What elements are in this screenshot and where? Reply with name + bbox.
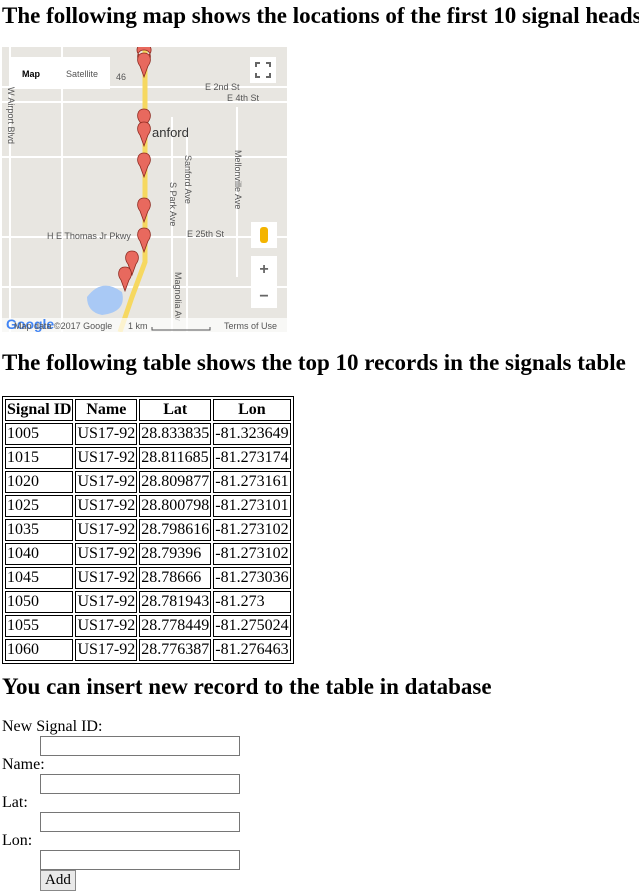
google-logo: Google [6,316,54,332]
map-type-control[interactable] [10,57,110,89]
signals-table: Signal ID Name Lat Lon 1005 US17-92 28.833835… [2,396,294,664]
table-cell: -81.273161 [213,471,291,493]
map-footer: Map data ©2017 Google [14,321,112,331]
lon-input[interactable] [40,850,240,870]
zoom-in[interactable]: + [259,261,268,278]
map-label: Magnolia Av [173,272,183,321]
table-row: 1020 US17-92 28.809877 -81.273161 [5,471,291,493]
column-header: Lat [139,399,212,421]
map-label: Sanford Ave [183,155,193,204]
heading: The following table shows the top 10 rec… [2,350,626,375]
table-cell: 1015 [5,447,74,469]
field-label: Name: [2,756,45,773]
map-label: 46 [116,72,126,82]
table-row: 1055 US17-92 28.778449 -81.275024 [5,615,291,637]
heading: You can insert new record to the table i… [2,674,492,699]
table-cell: 1055 [5,615,74,637]
table-cell: 1005 [5,423,74,445]
name-input[interactable] [40,774,240,794]
table-row: 1050 US17-92 28.781943 -81.273 [5,591,291,613]
satellite-button[interactable]: Satellite [66,69,98,79]
table-cell: US17-92 [75,567,138,589]
table-row: 1035 US17-92 28.798616 -81.273102 [5,519,291,541]
table-cell: US17-92 [75,639,138,661]
column-header: Name [75,399,138,421]
table-cell: -81.273102 [213,519,291,541]
field-label: New Signal ID: [2,718,103,735]
table-cell: 28.79396 [139,543,212,565]
heading: The following map shows the locations of… [2,3,639,28]
table-cell: US17-92 [75,423,138,445]
table-cell: -81.273 [213,591,291,613]
column-header: Lon [213,399,291,421]
column-header: Signal ID [5,399,74,421]
table-cell: -81.273036 [213,567,291,589]
map-pin[interactable] [118,266,132,293]
table-cell: 1020 [5,471,74,493]
map-pin[interactable] [137,152,151,179]
map-footer: 1 km [128,321,148,331]
table-cell: 28.776387 [139,639,212,661]
table-row: 1025 US17-92 28.800798 -81.273101 [5,495,291,517]
map-label: W Airport Blvd [6,87,16,144]
table-cell: US17-92 [75,615,138,637]
fullscreen-button[interactable] [250,57,276,83]
table-cell: -81.273102 [213,543,291,565]
table-cell: 28.809877 [139,471,212,493]
map[interactable]: Map Satellite 46 E 2nd St E 4th St anfor… [2,47,287,332]
field-label: Lon: [2,832,33,849]
add-button[interactable]: Add [40,870,76,891]
table-row: 1005 US17-92 28.833835 -81.323649 [5,423,291,445]
table-row: 1045 US17-92 28.78666 -81.273036 [5,567,291,589]
table-cell: US17-92 [75,447,138,469]
table-cell: -81.273174 [213,447,291,469]
map-pin[interactable] [137,52,151,79]
table-cell: 28.798616 [139,519,212,541]
table-cell: US17-92 [75,591,138,613]
table-cell: 1045 [5,567,74,589]
table-cell: -81.276463 [213,639,291,661]
table-cell: US17-92 [75,543,138,565]
map-pin[interactable] [137,227,151,254]
map-footer[interactable]: Terms of Use [224,321,277,331]
map-label: S Park Ave [168,182,178,226]
table-row: 1040 US17-92 28.79396 -81.273102 [5,543,291,565]
table-cell: 28.833835 [139,423,212,445]
table-row: 1015 US17-92 28.811685 -81.273174 [5,447,291,469]
table-cell: 1035 [5,519,74,541]
field-label: Lat: [2,794,28,811]
map-pin[interactable] [137,121,151,148]
table-cell: 28.781943 [139,591,212,613]
table-cell: 1040 [5,543,74,565]
map-label: anford [152,125,189,140]
table-cell: 28.778449 [139,615,212,637]
map-pin[interactable] [125,250,139,277]
table-cell: 1060 [5,639,74,661]
lat-input[interactable] [40,812,240,832]
map-pin[interactable] [137,197,151,224]
table-cell: -81.323649 [213,423,291,445]
map-button[interactable]: Map [22,69,41,79]
table-cell: 28.78666 [139,567,212,589]
table-cell: 28.800798 [139,495,212,517]
map-label: H E Thomas Jr Pkwy [47,231,131,241]
table-row: 1060 US17-92 28.776387 -81.276463 [5,639,291,661]
signal-id-input[interactable] [40,736,240,756]
table-cell: -81.273101 [213,495,291,517]
table-cell: -81.275024 [213,615,291,637]
table-cell: 1050 [5,591,74,613]
table-cell: US17-92 [75,519,138,541]
table-cell: US17-92 [75,471,138,493]
table-cell: 1025 [5,495,74,517]
map-label: E 2nd St [205,82,240,92]
zoom-out[interactable]: − [259,288,268,305]
table-cell: US17-92 [75,495,138,517]
map-label: E 4th St [227,93,260,103]
map-label: Mellonville Ave [233,150,243,209]
table-cell: 28.811685 [139,447,212,469]
map-label: E 25th St [187,229,225,239]
